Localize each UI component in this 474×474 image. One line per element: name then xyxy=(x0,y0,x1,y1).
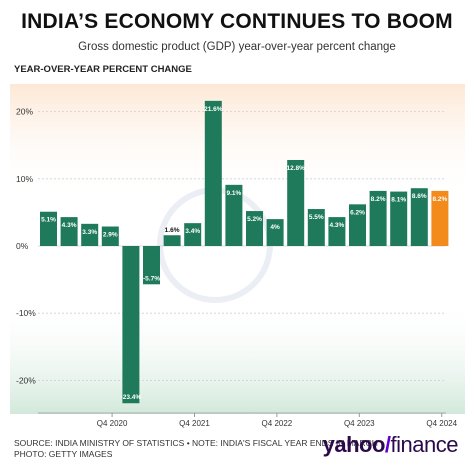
bar xyxy=(60,217,78,246)
bar-value-label: 12.8% xyxy=(286,165,305,172)
bar xyxy=(328,217,346,246)
bar-value-label: 9.1% xyxy=(226,190,241,197)
yahoo-finance-logo: yahoo/finance xyxy=(322,432,459,457)
bar xyxy=(349,204,366,246)
bar-value-label: 8.1% xyxy=(391,197,406,204)
x-tick-label: Q4 2020 xyxy=(97,419,128,428)
bar-value-label: -23.4% xyxy=(121,394,142,401)
bar xyxy=(122,246,140,404)
bar-value-label: -5.7% xyxy=(143,275,160,282)
bar xyxy=(225,184,243,246)
bar-value-label: 5.1% xyxy=(41,217,56,224)
x-tick-label: Q4 2024 xyxy=(426,419,457,428)
x-tick-label: Q4 2023 xyxy=(344,419,375,428)
bar-value-label: 8.6% xyxy=(412,193,427,200)
bar-value-label: 3.3% xyxy=(82,229,97,236)
bar xyxy=(410,188,428,246)
y-axis-title: YEAR-OVER-YEAR PERCENT CHANGE xyxy=(14,64,192,75)
bar xyxy=(143,246,160,285)
bar xyxy=(390,191,408,246)
chart-title: INDIA’S ECONOMY CONTINUES TO BOOM xyxy=(21,10,453,33)
flag-background xyxy=(10,84,465,414)
bar xyxy=(287,159,305,246)
bar-value-label: 6.2% xyxy=(350,209,365,216)
bar xyxy=(246,211,263,246)
bar xyxy=(369,190,387,246)
bar-value-label: 4.3% xyxy=(329,222,344,229)
bar-value-label: 4% xyxy=(270,224,280,231)
y-tick-label: -10% xyxy=(16,308,36,318)
bar xyxy=(204,100,222,247)
photo-credit: PHOTO: GETTY IMAGES xyxy=(14,449,113,459)
source-text: SOURCE: INDIA MINISTRY OF STATISTICS • N… xyxy=(14,438,378,448)
bar xyxy=(307,209,325,246)
bar xyxy=(81,223,99,246)
chart-subtitle: Gross domestic product (GDP) year-over-y… xyxy=(78,41,396,53)
y-tick-label: 20% xyxy=(16,107,33,117)
bar-value-label: 1.6% xyxy=(165,227,180,234)
bar-value-label: 4.3% xyxy=(62,222,77,229)
bar-value-label: 2.9% xyxy=(103,232,118,239)
source-note: SOURCE: INDIA MINISTRY OF STATISTICS • N… xyxy=(14,438,378,460)
bar xyxy=(101,226,119,246)
y-tick-label: 10% xyxy=(16,174,33,184)
bar xyxy=(184,223,202,246)
y-tick-label: 0% xyxy=(16,241,29,251)
bar xyxy=(266,219,284,246)
bar-value-label: 21.6% xyxy=(204,106,223,113)
x-tick-label: Q4 2021 xyxy=(179,419,210,428)
bar-value-label: 8.2% xyxy=(371,196,386,203)
bar-value-label: 3.4% xyxy=(185,228,200,235)
y-tick-label: -20% xyxy=(16,375,36,385)
bar-value-label: 5.5% xyxy=(309,214,324,221)
bar xyxy=(163,235,181,246)
bar-value-label: 5.2% xyxy=(247,216,262,223)
bar-value-label: 8.2% xyxy=(432,196,447,203)
x-tick-label: Q4 2022 xyxy=(262,419,293,428)
bar xyxy=(431,190,449,246)
bar xyxy=(40,211,57,246)
